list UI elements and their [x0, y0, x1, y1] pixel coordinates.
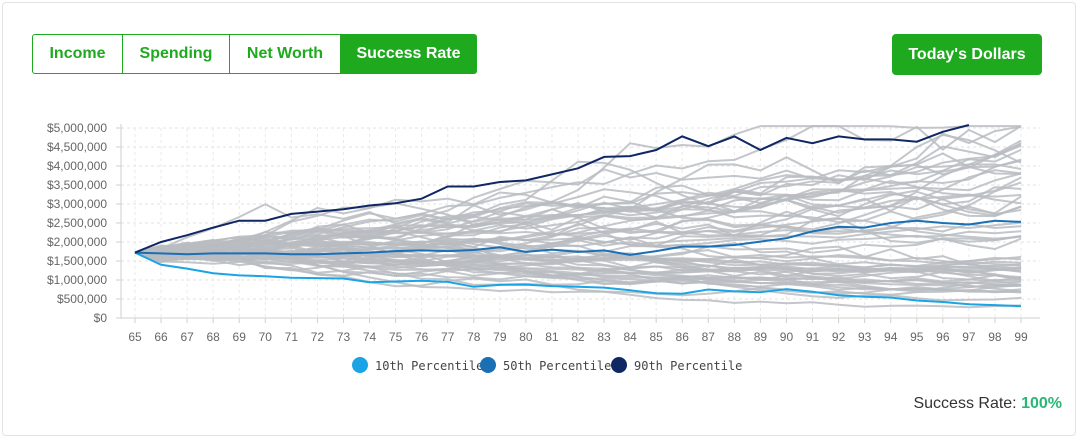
x-tick-label: 85 [649, 330, 663, 344]
x-tick-label: 93 [858, 330, 872, 344]
legend: 10th Percentile 50th Percentile 90th Perce… [352, 357, 742, 373]
y-tick-label: $3,000,000 [47, 197, 107, 211]
x-tick-label: 92 [832, 330, 846, 344]
success-rate-summary: Success Rate: 100% [913, 395, 1062, 413]
simulation-line [134, 251, 1022, 294]
legend-swatch [352, 357, 368, 373]
tab-success-rate[interactable]: Success Rate [341, 34, 477, 74]
x-tick-label: 76 [415, 330, 429, 344]
x-tick-label: 97 [962, 330, 976, 344]
x-tick-label: 82 [571, 330, 585, 344]
tab-net-worth[interactable]: Net Worth [230, 34, 341, 74]
x-tick-label: 80 [519, 330, 533, 344]
x-tick-label: 87 [702, 330, 716, 344]
y-tick-label: $3,500,000 [47, 178, 107, 192]
tab-spending[interactable]: Spending [123, 34, 230, 74]
x-tick-label: 72 [311, 330, 325, 344]
x-tick-label: 78 [467, 330, 481, 344]
y-tick-label: $0 [94, 311, 108, 325]
x-tick-label: 90 [780, 330, 794, 344]
x-tick-label: 70 [259, 330, 273, 344]
x-tick-label: 84 [623, 330, 637, 344]
simulation-line [134, 202, 1022, 254]
y-tick-label: $1,500,000 [47, 254, 107, 268]
success-rate-label: Success Rate: [913, 395, 1017, 412]
x-tick-label: 83 [597, 330, 611, 344]
legend-label: 50th Percentile [503, 359, 611, 373]
x-tick-label: 71 [285, 330, 299, 344]
x-tick-label: 81 [545, 330, 559, 344]
simulation-line [134, 202, 1022, 260]
y-tick-label: $4,500,000 [47, 140, 107, 154]
success-rate-value: 100% [1021, 395, 1062, 412]
y-tick-label: $2,500,000 [47, 216, 107, 230]
legend-swatch [480, 357, 496, 373]
x-tick-label: 74 [363, 330, 377, 344]
legend-label: 10th Percentile [375, 359, 483, 373]
series-line-10th-percentile [134, 251, 1022, 308]
x-tick-label: 68 [206, 330, 220, 344]
x-tick-label: 94 [884, 330, 898, 344]
x-tick-label: 86 [676, 330, 690, 344]
x-tick-label: 77 [441, 330, 455, 344]
y-tick-label: $4,000,000 [47, 159, 107, 173]
y-tick-label: $2,000,000 [47, 235, 107, 249]
simulation-line [134, 163, 1022, 254]
x-tick-label: 79 [493, 330, 507, 344]
todays-dollars-button[interactable]: Today's Dollars [892, 34, 1042, 75]
legend-label: 90th Percentile [634, 359, 742, 373]
y-tick-label: $500,000 [57, 292, 107, 306]
x-tick-label: 69 [233, 330, 247, 344]
x-tick-label: 96 [936, 330, 950, 344]
simulation-line [134, 248, 1022, 275]
x-tick-label: 98 [988, 330, 1002, 344]
simulation-line [134, 251, 1022, 275]
x-tick-label: 73 [337, 330, 351, 344]
simulation-line [134, 251, 1022, 295]
x-tick-label: 66 [154, 330, 168, 344]
view-tabs: Income Spending Net Worth Success Rate [32, 34, 477, 74]
tab-income[interactable]: Income [32, 34, 123, 74]
simulation-line [134, 251, 1022, 302]
x-tick-label: 99 [1014, 330, 1028, 344]
x-tick-label: 88 [728, 330, 742, 344]
x-tick-label: 95 [910, 330, 924, 344]
x-tick-label: 89 [754, 330, 768, 344]
y-tick-label: $5,000,000 [47, 121, 107, 135]
simulation-line [134, 227, 1022, 254]
series-line-50th-percentile [134, 219, 1022, 256]
series-line-90th-percentile [134, 124, 970, 254]
simulation-line [134, 142, 1022, 254]
legend-swatch [611, 357, 627, 373]
x-tick-label: 75 [389, 330, 403, 344]
x-tick-label: 67 [180, 330, 194, 344]
x-tick-label: 65 [128, 330, 142, 344]
x-tick-label: 91 [806, 330, 820, 344]
y-tick-label: $1,000,000 [47, 273, 107, 287]
